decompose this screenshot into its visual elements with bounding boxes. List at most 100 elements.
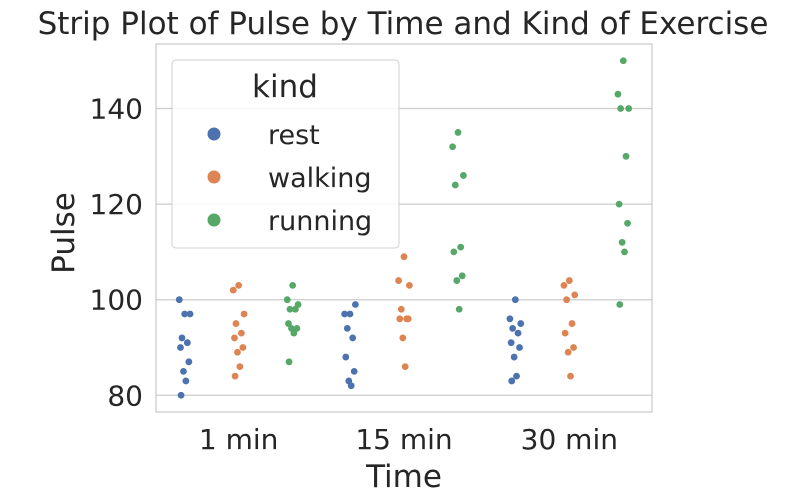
point-rest-15-min-3 — [343, 324, 351, 332]
x-tick-label-15-min: 15 min — [355, 423, 452, 456]
point-walking-1-min-2 — [240, 310, 248, 318]
point-walking-15-min-1 — [395, 277, 402, 284]
plot-area-frame — [155, 43, 653, 413]
point-rest-15-min-5 — [342, 353, 350, 361]
x-tick-label-1-min: 1 min — [199, 423, 279, 456]
point-running-30-min-8 — [621, 248, 628, 256]
y-tick-label-80: 80 — [107, 379, 143, 412]
legend-marker-walking — [207, 170, 221, 184]
point-running-15-min-1 — [449, 143, 456, 151]
point-running-30-min-6 — [624, 219, 631, 227]
point-rest-15-min-4 — [349, 334, 357, 342]
point-walking-15-min-3 — [397, 305, 405, 313]
point-running-15-min-7 — [453, 277, 461, 284]
point-running-15-min-8 — [455, 305, 463, 313]
point-walking-15-min-8 — [401, 363, 409, 370]
point-running-30-min-9 — [616, 301, 624, 308]
point-rest-30-min-2 — [517, 320, 525, 327]
point-walking-1-min-9 — [231, 372, 239, 380]
point-running-30-min-2 — [625, 105, 633, 112]
point-running-15-min-3 — [451, 181, 459, 189]
point-walking-30-min-2 — [571, 291, 579, 299]
y-axis-ticks: 80 100 120 140 — [90, 93, 143, 413]
point-walking-1-min-8 — [236, 363, 244, 370]
x-axis-label: Time — [365, 459, 442, 495]
point-rest-1-min-9 — [177, 391, 185, 399]
y-tick-label-140: 140 — [90, 93, 143, 126]
point-rest-30-min-9 — [508, 377, 516, 385]
point-rest-1-min-6 — [185, 358, 193, 366]
point-walking-30-min-0 — [565, 277, 573, 284]
point-running-30-min-4 — [622, 152, 630, 160]
point-walking-15-min-2 — [406, 281, 413, 289]
point-rest-1-min-4 — [183, 339, 191, 347]
point-running-15-min-2 — [460, 172, 467, 179]
point-rest-30-min-0 — [511, 296, 519, 304]
x-tick-label-30-min: 30 min — [521, 423, 618, 456]
data-points — [175, 57, 633, 399]
point-rest-30-min-1 — [506, 315, 514, 323]
legend-label-rest: rest — [268, 120, 320, 151]
point-running-1-min-8 — [290, 329, 298, 337]
point-walking-15-min-0 — [400, 253, 408, 261]
point-running-1-min-4 — [291, 305, 299, 313]
point-running-30-min-7 — [618, 238, 626, 246]
point-rest-1-min-0 — [181, 310, 189, 318]
point-rest-15-min-1 — [341, 310, 348, 318]
point-rest-30-min-7 — [510, 353, 518, 361]
legend-title: kind — [252, 69, 318, 105]
point-running-30-min-5 — [615, 200, 623, 208]
point-rest-1-min-1 — [175, 296, 183, 304]
legend-label-walking: walking — [268, 163, 372, 194]
point-running-1-min-9 — [285, 358, 293, 366]
point-rest-30-min-5 — [507, 339, 515, 347]
point-walking-30-min-3 — [563, 296, 571, 304]
y-tick-label-100: 100 — [90, 284, 143, 317]
point-running-30-min-1 — [614, 90, 622, 98]
point-walking-30-min-1 — [560, 281, 568, 289]
point-rest-30-min-4 — [514, 329, 522, 337]
point-walking-15-min-6 — [404, 315, 412, 323]
point-walking-15-min-7 — [399, 334, 407, 342]
legend-label-running: running — [268, 206, 372, 237]
point-walking-1-min-4 — [237, 329, 245, 337]
point-walking-1-min-5 — [231, 334, 238, 342]
point-rest-1-min-2 — [186, 310, 194, 318]
legend-frame — [171, 59, 400, 249]
point-running-30-min-3 — [617, 105, 625, 112]
point-walking-1-min-1 — [229, 286, 237, 294]
point-rest-30-min-6 — [516, 344, 523, 351]
point-rest-30-min-3 — [509, 324, 517, 332]
point-rest-15-min-6 — [350, 367, 358, 375]
point-rest-1-min-5 — [177, 344, 184, 351]
legend-marker-rest — [207, 127, 221, 141]
x-axis-ticks: 1 min 15 min 30 min — [199, 423, 618, 456]
point-rest-1-min-3 — [178, 334, 186, 342]
point-rest-1-min-7 — [180, 367, 187, 375]
point-walking-15-min-5 — [396, 315, 404, 323]
y-tick-label-120: 120 — [90, 188, 143, 221]
point-running-1-min-0 — [289, 281, 297, 289]
legend-items: rest walking running — [207, 120, 372, 237]
chart-title: Strip Plot of Pulse by Time and Kind of … — [38, 6, 769, 42]
point-walking-30-min-4 — [568, 320, 576, 327]
point-running-15-min-0 — [454, 129, 462, 136]
point-walking-30-min-8 — [567, 372, 574, 380]
point-walking-1-min-3 — [232, 320, 240, 327]
legend-marker-running — [207, 213, 221, 227]
point-running-15-min-5 — [450, 248, 458, 256]
point-rest-15-min-0 — [346, 310, 354, 318]
point-rest-15-min-8 — [347, 382, 355, 390]
point-rest-1-min-8 — [182, 377, 190, 385]
point-walking-30-min-5 — [561, 329, 569, 337]
point-walking-30-min-6 — [570, 344, 577, 351]
y-axis-label: Pulse — [46, 192, 82, 274]
point-running-15-min-4 — [457, 243, 465, 251]
point-running-1-min-3 — [286, 305, 294, 313]
point-rest-30-min-8 — [513, 372, 520, 380]
point-walking-30-min-7 — [564, 348, 572, 356]
point-walking-1-min-7 — [234, 348, 241, 356]
point-running-15-min-6 — [458, 272, 466, 280]
legend: kind rest walking running — [171, 59, 400, 249]
